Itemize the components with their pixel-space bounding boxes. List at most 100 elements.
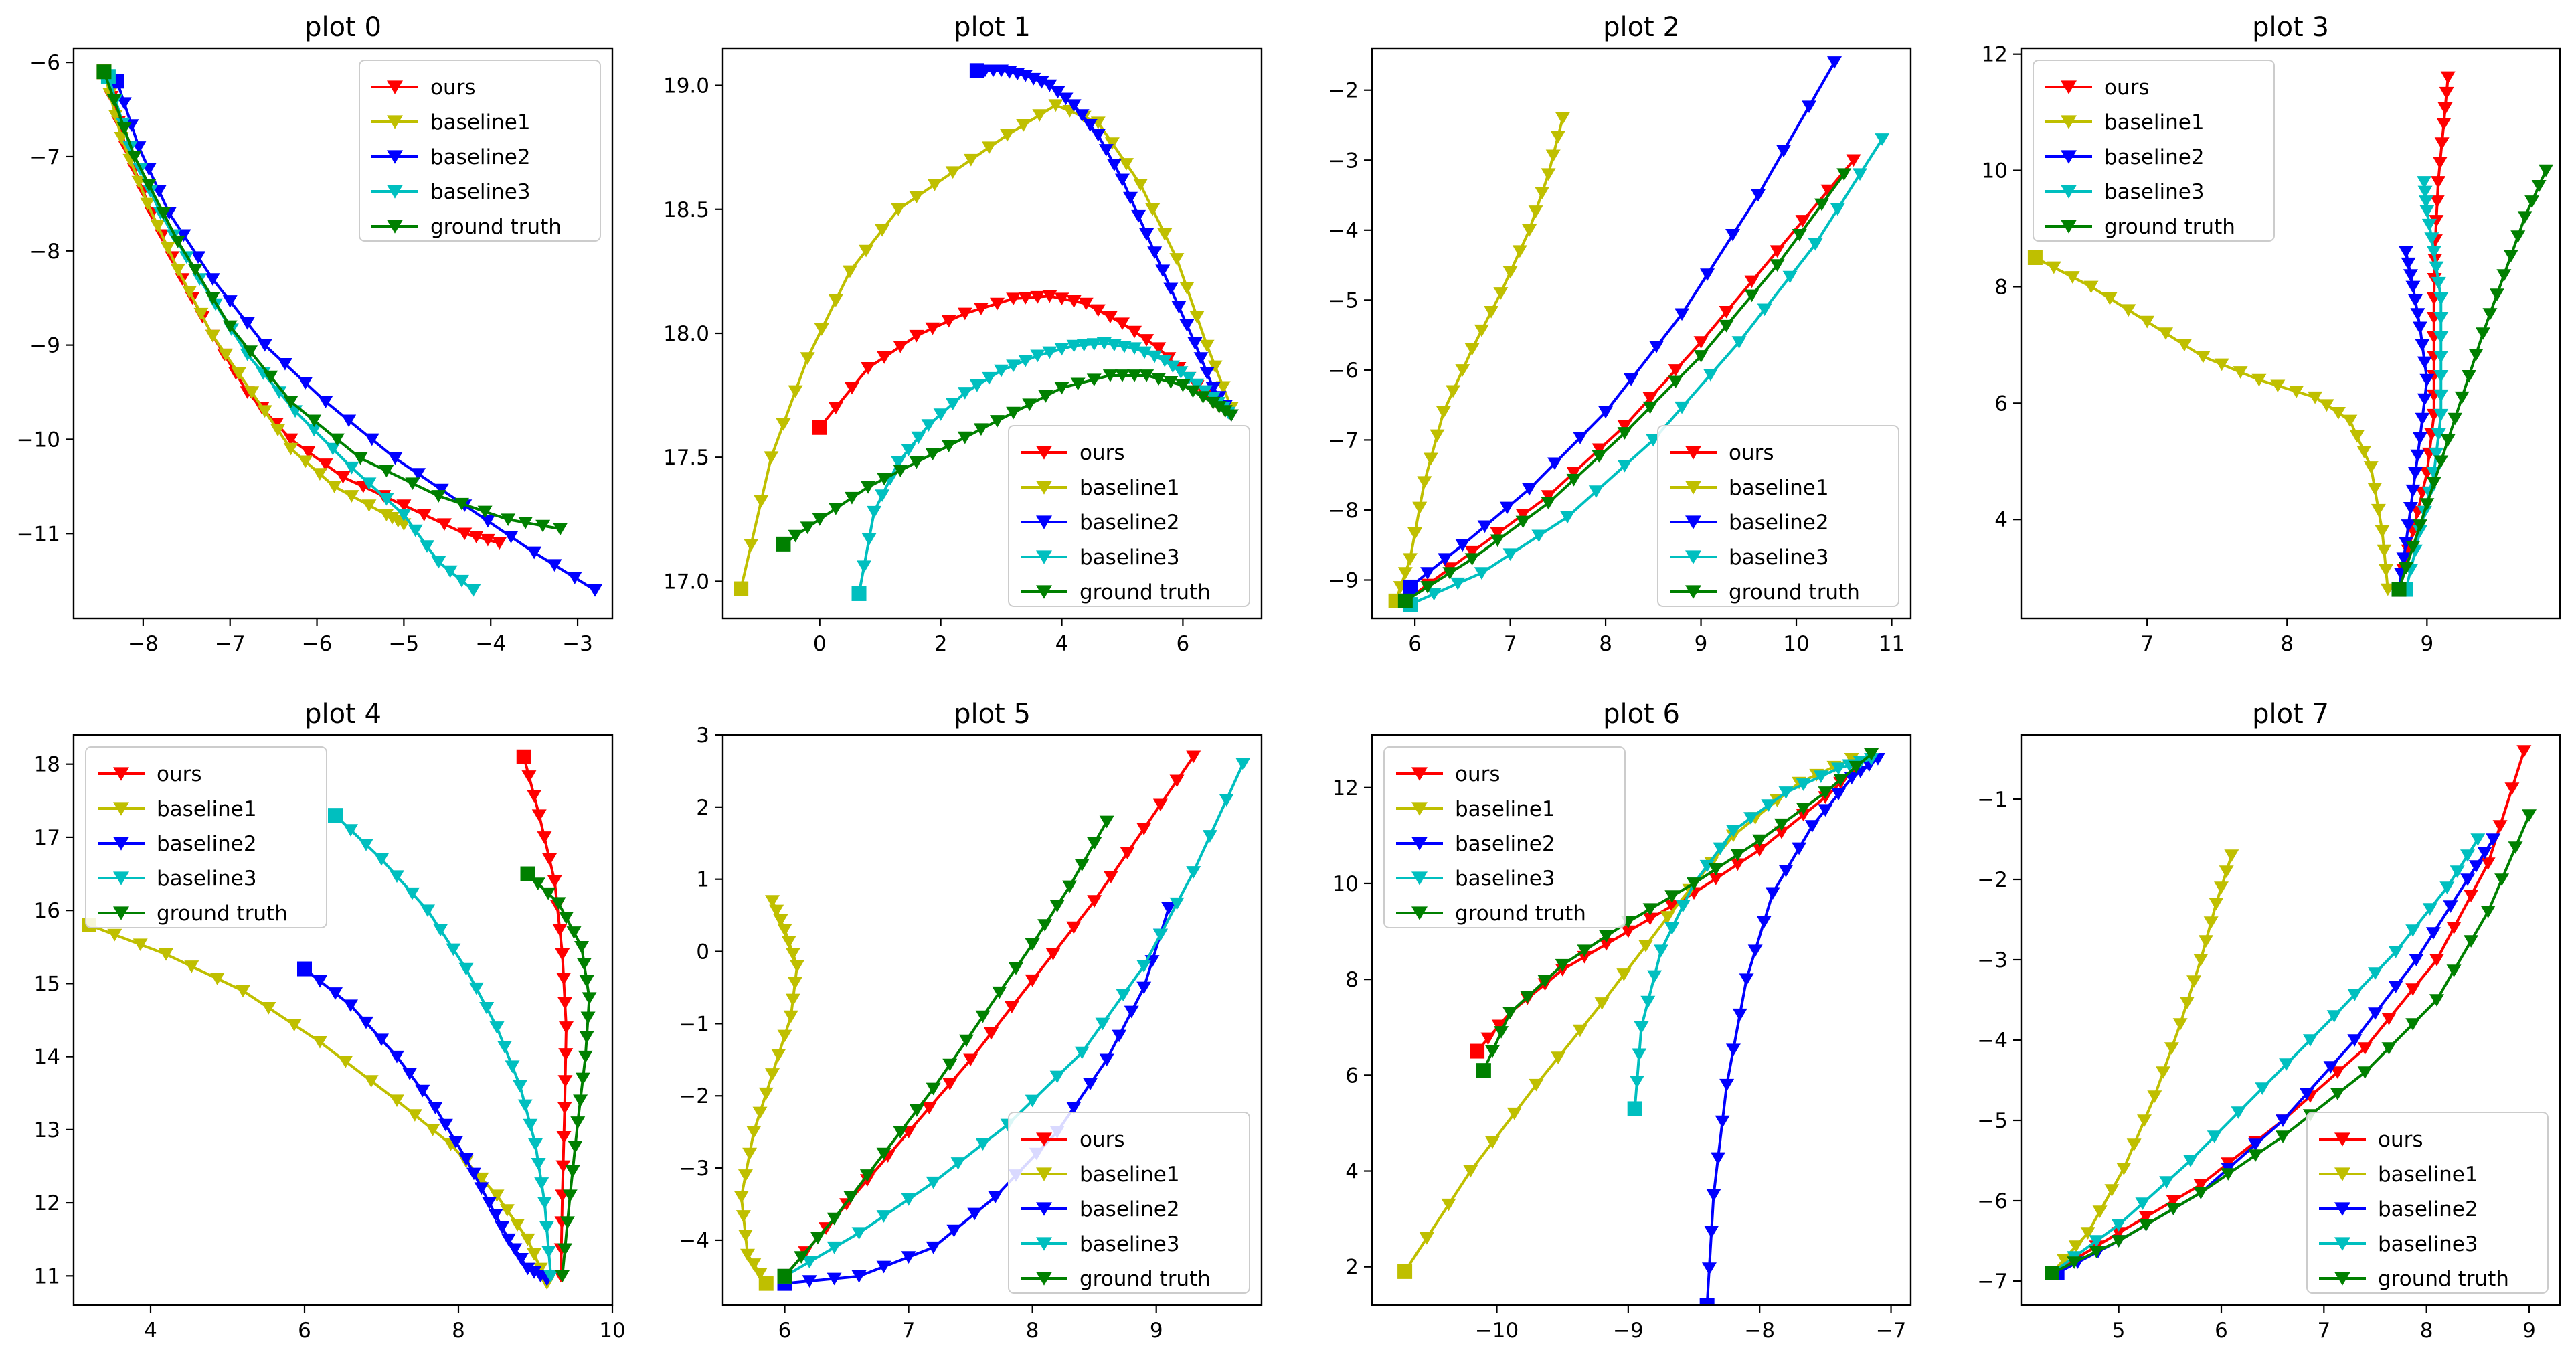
- y-tick-label: −7: [1328, 428, 1359, 452]
- series-point-4: [405, 477, 420, 491]
- series-point-2: [1732, 1008, 1747, 1021]
- legend-label: ground truth: [1080, 580, 1211, 604]
- series-point-3: [433, 924, 448, 937]
- series-point-1: [2193, 954, 2209, 966]
- y-tick-label: −3: [1977, 948, 2008, 973]
- series-point-0: [555, 1160, 571, 1173]
- series-point-3: [950, 1157, 966, 1170]
- series-point-2: [2368, 1007, 2383, 1020]
- series-point-1: [2203, 916, 2219, 929]
- y-tick-label: 2: [1345, 1256, 1359, 1280]
- series-point-1: [182, 286, 197, 299]
- series-point-3: [876, 1210, 891, 1223]
- series-point-2: [2415, 339, 2430, 352]
- legend-label: baseline1: [1080, 1163, 1180, 1187]
- series-point-1: [765, 1068, 780, 1081]
- series-point-0: [1642, 392, 1658, 405]
- legend-swatch-marker: [113, 837, 129, 851]
- series-point-0: [531, 809, 547, 823]
- legend-swatch-marker: [113, 871, 129, 885]
- series-point-2: [1725, 1043, 1741, 1057]
- series-point-3: [1181, 371, 1197, 385]
- series-point-0: [1491, 1019, 1507, 1033]
- series-point-2: [359, 1016, 373, 1029]
- series-point-0: [1042, 290, 1057, 303]
- series-line-1: [2034, 256, 2389, 590]
- series-point-4: [1054, 382, 1069, 395]
- series-line-0: [522, 756, 568, 1276]
- x-tick-label: 9: [2522, 1319, 2536, 1343]
- series-point-0: [1102, 311, 1118, 324]
- series-point-0: [537, 831, 552, 844]
- series-point-3: [2111, 1219, 2126, 1232]
- x-tick-label: −8: [1744, 1319, 1775, 1343]
- series-point-4: [1642, 903, 1658, 916]
- series-point-0: [2436, 118, 2452, 131]
- subplot-0: plot 0 −8 −7 −6 −5 −4 −3 −11 −10 −9 −8 −7 −6 ours base…: [17, 12, 614, 656]
- legend-label: ours: [1729, 441, 1774, 465]
- series-point-3: [1018, 354, 1033, 367]
- series-point-4: [170, 235, 185, 248]
- series-point-1: [2104, 1184, 2120, 1197]
- series-point-0: [942, 1078, 958, 1091]
- legend-label: baseline2: [1455, 832, 1555, 856]
- series-point-3: [1186, 866, 1201, 879]
- series-point-1: [1016, 119, 1031, 132]
- series-point-1: [1169, 253, 1185, 266]
- legend-label: baseline2: [2378, 1197, 2478, 1221]
- series-point-3: [468, 982, 484, 995]
- y-tick-label: −1: [1977, 788, 2008, 812]
- series-start-marker-4: [520, 866, 535, 881]
- series-point-4: [1719, 319, 1734, 333]
- legend-swatch-marker: [1036, 481, 1052, 495]
- series-point-4: [576, 958, 592, 971]
- series-point-1: [2176, 339, 2192, 352]
- series-point-4: [893, 465, 908, 477]
- series-point-3: [901, 444, 916, 457]
- series-point-1: [2379, 564, 2394, 577]
- series-point-4: [788, 529, 803, 543]
- series-point-3: [420, 540, 435, 553]
- series-point-0: [552, 924, 568, 937]
- y-tick-label: 6: [1345, 1064, 1359, 1088]
- series-point-0: [1617, 420, 1632, 433]
- series-point-1: [771, 1049, 786, 1062]
- series-point-2: [1522, 483, 1537, 496]
- y-tick-label: 8: [1994, 275, 2008, 299]
- series-point-2: [1719, 1078, 1735, 1092]
- series-point-2: [827, 1272, 842, 1286]
- series-point-2: [2401, 257, 2416, 270]
- series-point-2: [1106, 159, 1122, 172]
- series-point-4: [568, 1141, 583, 1154]
- series-point-4: [1502, 1007, 1518, 1020]
- series-point-0: [2405, 983, 2421, 996]
- axes-frame: [721, 47, 1263, 620]
- series-point-1: [963, 153, 978, 167]
- series-point-3: [911, 431, 926, 444]
- legend-label: baseline3: [1729, 545, 1829, 570]
- series-point-2: [567, 572, 582, 584]
- legend-swatch-marker: [2334, 1237, 2350, 1251]
- legend-box: [1008, 1112, 1250, 1294]
- series-point-1: [270, 424, 286, 437]
- series-point-1: [390, 1094, 404, 1108]
- series-start-marker-2: [1402, 579, 1418, 594]
- series-point-4: [1420, 581, 1436, 594]
- series-point-3: [981, 371, 997, 385]
- series-point-2: [2276, 1114, 2290, 1127]
- series-point-3: [446, 943, 461, 956]
- y-tick-label: 12: [34, 1191, 60, 1215]
- series-point-2: [318, 396, 333, 408]
- series-point-1: [2224, 849, 2239, 862]
- series-point-3: [975, 1138, 991, 1151]
- series-point-4: [1708, 863, 1723, 876]
- series-point-2: [2407, 294, 2423, 307]
- series-point-3: [1042, 346, 1057, 359]
- y-tick-label: −6: [1977, 1189, 2008, 1213]
- series-point-2: [1765, 887, 1780, 900]
- series-point-0: [844, 382, 859, 395]
- series-point-3: [2424, 232, 2439, 245]
- series-point-3: [1474, 567, 1489, 580]
- series-point-3: [272, 386, 287, 399]
- series-point-1: [842, 265, 857, 278]
